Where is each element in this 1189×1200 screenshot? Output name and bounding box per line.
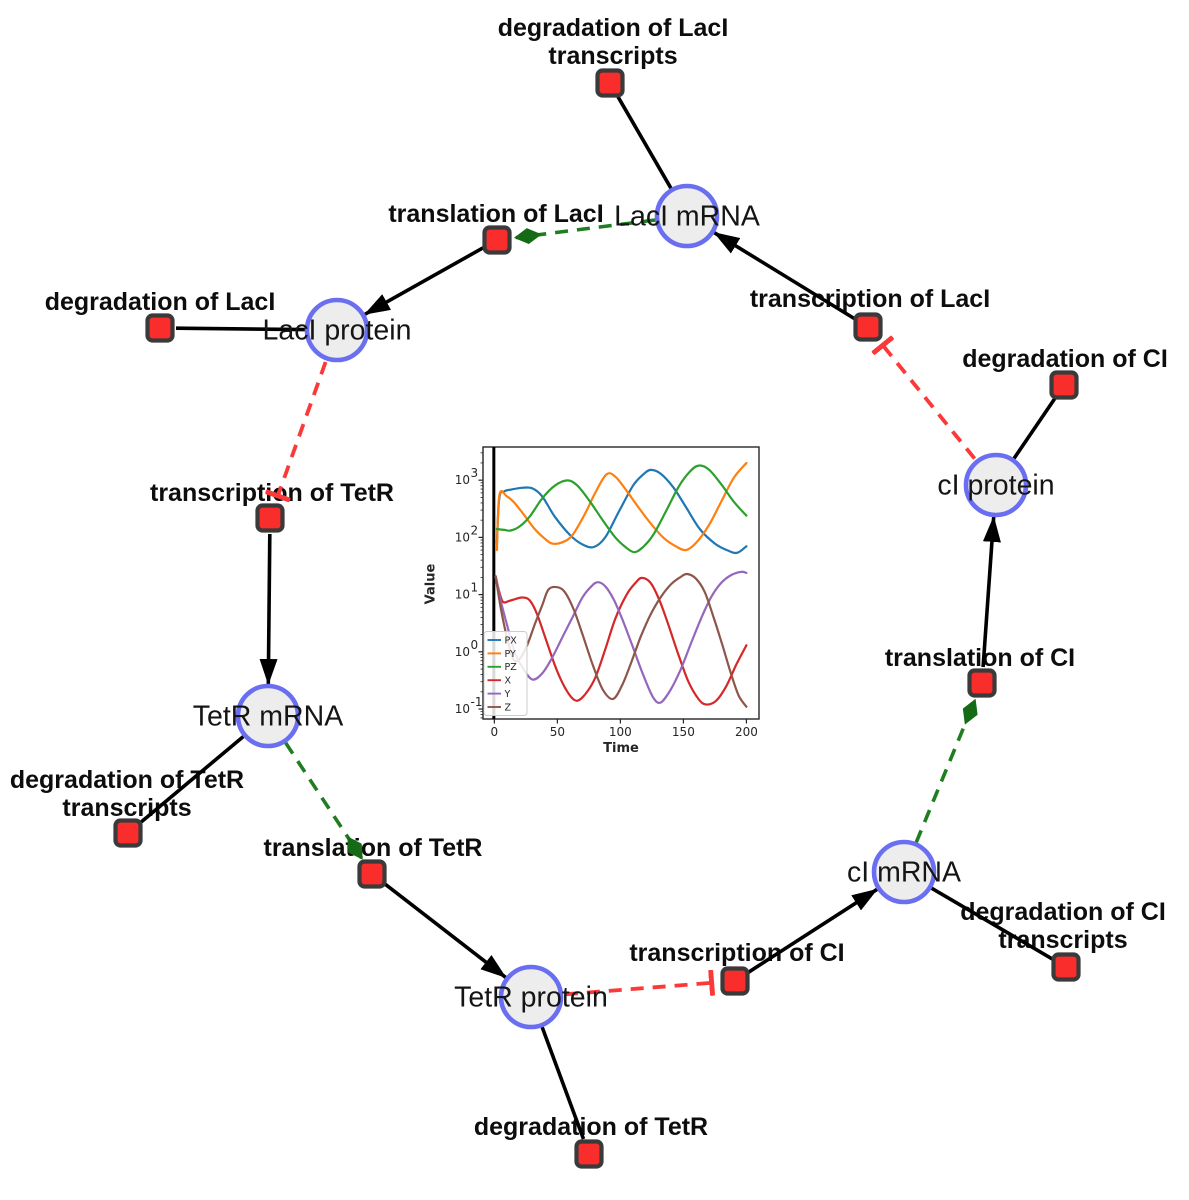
species-labels-layer: LacI mRNA LacI protein cI protein TetR mRNA… bbox=[193, 201, 1055, 1014]
y-tick-exponent: -1 bbox=[471, 695, 483, 709]
legend-label-PX: PX bbox=[505, 635, 518, 646]
edge-modifier-tetr-mrna-to-translation-tetr bbox=[284, 741, 364, 860]
reaction-node-transcription-ci bbox=[720, 966, 750, 996]
series-curve-PZ bbox=[495, 464, 748, 554]
edge-product-transcription-ci-to-ci-mrna bbox=[747, 887, 879, 974]
series-curve-X bbox=[494, 575, 748, 706]
y-tick-label: 10 bbox=[455, 473, 470, 487]
legend-label-Z: Z bbox=[505, 702, 512, 713]
y-tick-label: 10 bbox=[455, 645, 470, 659]
y-tick-label: 10 bbox=[455, 702, 470, 716]
reaction-node-transcription-tetr bbox=[255, 503, 285, 533]
species-node-tetr-protein bbox=[498, 964, 564, 1030]
edge-product-translation-laci-to-laci-protein bbox=[364, 246, 484, 316]
reaction-node-translation-tetr bbox=[357, 859, 387, 889]
reaction-label-degradation-ci: degradation of CI bbox=[962, 345, 1168, 373]
nodes-layer bbox=[113, 68, 1081, 1169]
edge-reactant-laci-mrna-to-degradation-laci-transcripts bbox=[616, 95, 673, 190]
chart-axes-box bbox=[482, 446, 760, 720]
edge-reactant-laci-protein-to-degradation-laci bbox=[175, 326, 306, 332]
species-node-ci-protein bbox=[963, 452, 1029, 518]
edge-product-translation-ci-to-ci-protein bbox=[981, 515, 1001, 668]
reaction-node-transcription-laci bbox=[853, 312, 883, 342]
reaction-label-translation-ci: translation of CI bbox=[885, 644, 1075, 672]
reaction-label-degradation-laci-transcripts: degradation of LacI transcripts bbox=[498, 14, 729, 70]
edge-reactant-ci-protein-to-degradation-ci bbox=[1012, 397, 1057, 460]
y-tick-exponent: 2 bbox=[471, 523, 479, 537]
x-tick-label: 150 bbox=[672, 725, 695, 739]
y-tick-label: 10 bbox=[455, 530, 470, 544]
reaction-label-translation-tetr: translation of TetR bbox=[264, 834, 483, 862]
edge-inhibition-tetr-protein-to-transcription-ci bbox=[564, 969, 715, 997]
edge-inhibition-laci-protein-to-transcription-tetr bbox=[265, 361, 328, 503]
x-tick-label: 100 bbox=[609, 725, 632, 739]
series-curve-Y bbox=[494, 570, 748, 704]
series-curve-PX bbox=[495, 468, 748, 555]
x-tick-label: 50 bbox=[550, 725, 565, 739]
reaction-label-transcription-tetr: transcription of TetR bbox=[150, 479, 394, 507]
reaction-label-degradation-tetr: degradation of TetR bbox=[474, 1113, 708, 1141]
chart-curves bbox=[492, 447, 748, 719]
x-tick-label: 0 bbox=[491, 725, 499, 739]
edge-reactant-ci-mrna-to-degradation-ci-transcripts bbox=[930, 886, 1054, 961]
edge-reactant-tetr-protein-to-degradation-tetr bbox=[540, 1026, 586, 1140]
series-curve-PY bbox=[495, 461, 748, 552]
species-label-laci-protein: LacI protein bbox=[263, 315, 412, 347]
edges-layer bbox=[139, 95, 1057, 1140]
x-tick-label: 200 bbox=[735, 725, 758, 739]
y-tick-exponent: 0 bbox=[471, 638, 479, 652]
reaction-node-degradation-laci bbox=[145, 313, 175, 343]
edge-modifier-laci-mrna-to-translation-laci bbox=[513, 218, 656, 245]
species-label-laci-mrna: LacI mRNA bbox=[614, 201, 760, 233]
reaction-labels-layer: degradation of LacI transcripts translatio… bbox=[10, 14, 1168, 1141]
reaction-node-degradation-ci-transcripts bbox=[1051, 952, 1081, 982]
reaction-node-degradation-laci-transcripts bbox=[595, 68, 625, 98]
legend-label-Y: Y bbox=[504, 689, 511, 700]
species-label-tetr-protein: TetR protein bbox=[454, 982, 608, 1014]
reaction-node-degradation-tetr bbox=[574, 1139, 604, 1169]
series-curve-Z bbox=[494, 572, 748, 708]
species-node-laci-mrna bbox=[654, 183, 720, 249]
y-tick-label: 10 bbox=[455, 588, 470, 602]
reaction-label-degradation-ci-transcripts: degradation of CI transcripts bbox=[960, 898, 1166, 954]
legend-label-X: X bbox=[505, 676, 512, 687]
reaction-node-degradation-tetr-transcripts bbox=[113, 818, 143, 848]
legend-label-PY: PY bbox=[505, 649, 517, 660]
species-node-ci-mrna bbox=[871, 839, 937, 905]
reaction-node-degradation-ci bbox=[1049, 370, 1079, 400]
legend-label-PZ: PZ bbox=[505, 662, 518, 673]
edge-inhibition-ci-protein-to-transcription-laci bbox=[871, 335, 977, 460]
species-label-ci-mrna: cI mRNA bbox=[847, 857, 961, 889]
reaction-label-translation-laci: translation of LacI bbox=[388, 200, 603, 228]
edge-product-translation-tetr-to-tetr-protein bbox=[383, 882, 507, 979]
species-label-ci-protein: cI protein bbox=[937, 470, 1054, 502]
reaction-label-degradation-laci: degradation of LacI bbox=[45, 288, 276, 316]
reaction-node-translation-laci bbox=[482, 225, 512, 255]
species-node-tetr-mrna bbox=[235, 683, 301, 749]
edge-modifier-ci-mrna-to-translation-ci bbox=[914, 698, 978, 844]
y-tick-exponent: 1 bbox=[471, 581, 479, 595]
reaction-label-degradation-tetr-transcripts: degradation of TetR transcripts bbox=[10, 766, 244, 822]
edge-product-transcription-laci-to-laci-mrna bbox=[713, 231, 856, 321]
reaction-label-transcription-laci: transcription of LacI bbox=[750, 285, 990, 313]
edge-product-transcription-tetr-to-tetr-mrna bbox=[259, 533, 278, 685]
reaction-label-transcription-ci: transcription of CI bbox=[629, 939, 844, 967]
species-label-tetr-mrna: TetR mRNA bbox=[193, 701, 343, 733]
reaction-node-translation-ci bbox=[967, 668, 997, 698]
y-tick-exponent: 3 bbox=[471, 466, 479, 480]
edge-reactant-tetr-mrna-to-degradation-tetr-transcripts bbox=[139, 735, 245, 825]
species-node-laci-protein bbox=[304, 297, 370, 363]
